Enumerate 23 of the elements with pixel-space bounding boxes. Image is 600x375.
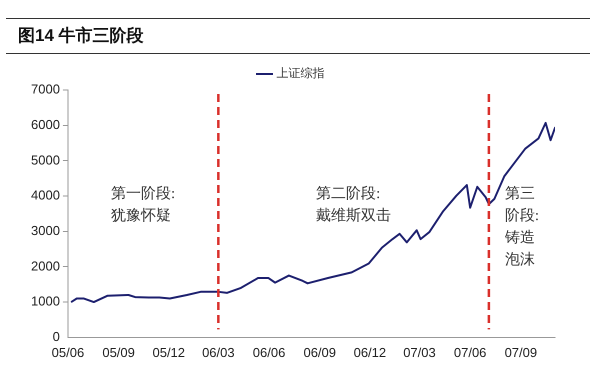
annotation: 第三阶段:铸造泡沫 <box>504 184 540 268</box>
x-tick-label: 05/06 <box>52 344 84 360</box>
legend-label: 上证综指 <box>276 66 324 80</box>
x-tick-label: 06/12 <box>354 344 386 360</box>
y-tick-label: 4000 <box>31 188 60 203</box>
y-tick-label: 3000 <box>31 222 60 238</box>
y-tick-label: 7000 <box>31 82 60 97</box>
x-tick-label: 06/03 <box>202 344 235 360</box>
y-tick-label: 5000 <box>31 152 60 168</box>
y-tick-label: 2000 <box>31 258 60 274</box>
y-tick-label: 6000 <box>31 116 60 132</box>
y-tick-label: 1000 <box>31 294 60 309</box>
x-tick-label: 06/06 <box>252 344 286 360</box>
x-tick-label: 06/09 <box>303 344 336 360</box>
x-tick-label: 05/12 <box>152 344 186 360</box>
chart-title: 图14 牛市三阶段 <box>6 18 590 54</box>
x-tick-label: 07/09 <box>504 344 538 360</box>
x-tick-label: 07/03 <box>403 344 436 360</box>
x-tick-label: 05/09 <box>102 344 135 360</box>
annotation: 第二阶段:戴维斯双击 <box>316 184 392 224</box>
x-tick-label: 07/06 <box>454 344 486 360</box>
y-tick-label: 0 <box>52 328 60 344</box>
annotation: 第一阶段:犹豫怀疑 <box>111 184 176 224</box>
